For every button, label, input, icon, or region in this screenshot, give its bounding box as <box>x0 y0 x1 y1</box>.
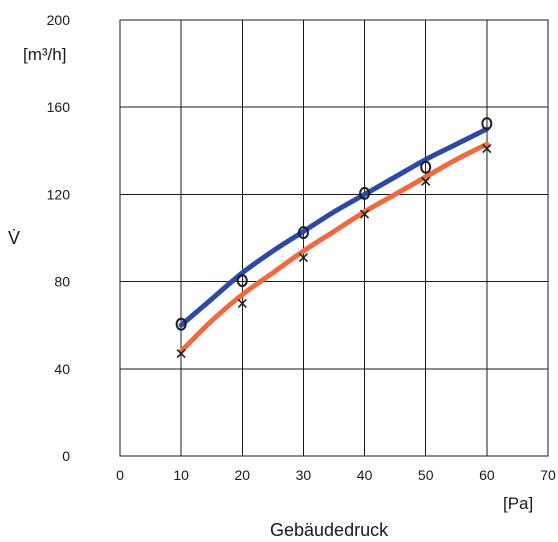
y-axis-label: V̇ <box>8 228 20 248</box>
data-point-cross <box>482 144 492 154</box>
data-point-cross <box>360 209 370 219</box>
grid <box>120 20 548 456</box>
marker-group <box>175 117 493 359</box>
data-point-cross <box>421 176 431 186</box>
data-point-cross <box>176 348 186 359</box>
y-tick-label: 120 <box>47 186 71 202</box>
series-group <box>178 126 490 354</box>
y-tick-label: 0 <box>62 448 70 464</box>
series-line-orange <box>178 141 490 354</box>
x-axis-unit: [Pa] <box>503 494 533 513</box>
x-axis-ticks: 0 10 20 30 40 50 60 70 <box>116 467 556 483</box>
data-point-circle <box>236 274 248 288</box>
x-axis-label: Gebäudedruck <box>270 520 389 540</box>
data-point-circle <box>420 160 432 174</box>
x-tick-label: 10 <box>173 467 189 483</box>
data-point-circle <box>297 226 309 240</box>
data-point-circle <box>359 186 371 200</box>
x-tick-label: 0 <box>116 467 124 483</box>
plot-frame <box>119 19 549 457</box>
x-tick-label: 60 <box>479 467 495 483</box>
x-tick-label: 50 <box>418 467 434 483</box>
data-point-cross <box>298 253 308 263</box>
x-tick-label: 40 <box>357 467 373 483</box>
y-axis-ticks: 0 40 80 120 160 200 <box>47 12 71 464</box>
series-line-blue <box>178 126 490 328</box>
x-tick-label: 20 <box>234 467 250 483</box>
data-point-circle <box>175 317 187 331</box>
data-point-cross <box>237 298 247 308</box>
y-tick-label: 160 <box>47 99 71 115</box>
y-tick-label: 80 <box>54 274 70 290</box>
y-axis-unit: [m³/h] <box>23 45 66 64</box>
x-tick-label: 30 <box>296 467 312 483</box>
data-point-circle <box>481 117 493 131</box>
x-tick-label: 70 <box>540 467 556 483</box>
y-tick-label: 200 <box>47 12 71 28</box>
y-tick-label: 40 <box>54 361 70 377</box>
